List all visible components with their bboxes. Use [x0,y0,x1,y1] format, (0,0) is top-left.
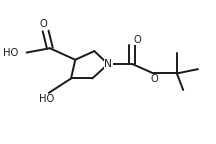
Text: N: N [104,59,112,69]
Text: HO: HO [3,48,18,58]
Text: O: O [134,35,141,45]
Text: HO: HO [39,94,54,104]
Text: O: O [151,74,159,85]
Text: O: O [40,19,47,30]
